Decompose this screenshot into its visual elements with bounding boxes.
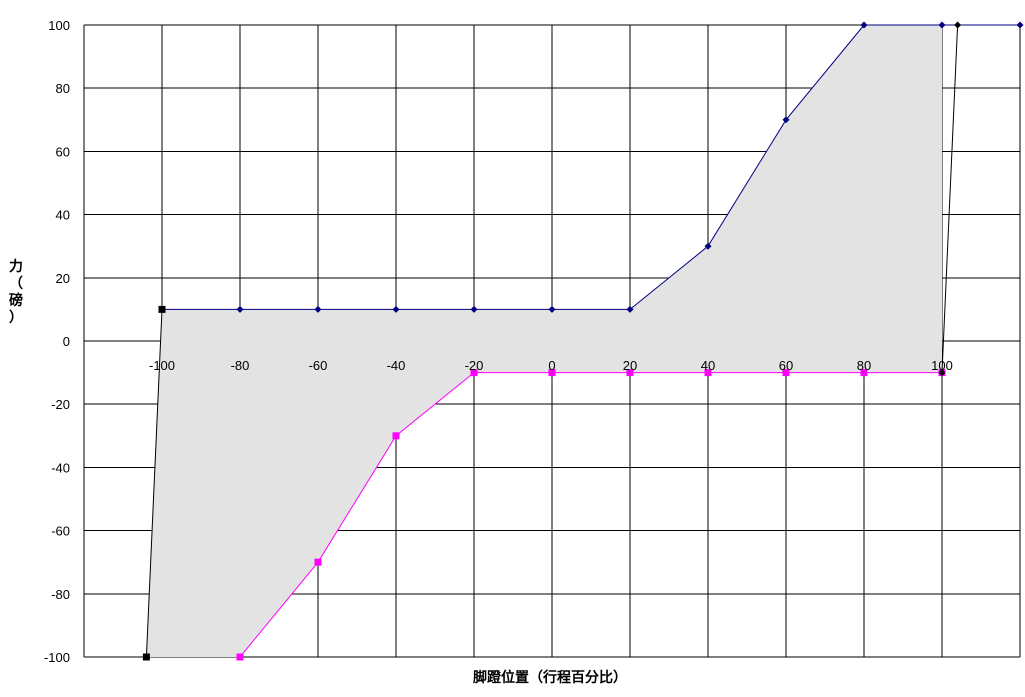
- x-tick-label: 0: [548, 358, 555, 373]
- series-1-point: [860, 21, 868, 29]
- x-tick-label: -40: [387, 358, 406, 373]
- shaded-region: [146, 25, 942, 657]
- series-2-point: [860, 369, 868, 377]
- series-1-point: [1016, 21, 1024, 29]
- series-1-point: [938, 21, 946, 29]
- series-2-point: [470, 369, 478, 377]
- series-2-point: [314, 558, 322, 566]
- series-1-point: [470, 305, 478, 313]
- series-1-point: [392, 305, 400, 313]
- series-2-point: [704, 369, 712, 377]
- x-tick-label: 20: [623, 358, 637, 373]
- series-2-point: [548, 369, 556, 377]
- y-tick-label: -100: [44, 650, 70, 665]
- series-1-point: [704, 242, 712, 250]
- series-4-line: [941, 24, 959, 373]
- series-1-line: [162, 24, 1020, 310]
- y-tick-label: -20: [51, 397, 70, 412]
- x-tick-label: -100: [149, 358, 175, 373]
- series-markers: [142, 21, 1024, 661]
- series-2-point: [392, 432, 400, 440]
- y-axis-title-char: 磅: [9, 292, 23, 309]
- y-axis-title-char: （: [9, 276, 23, 292]
- y-axis-title-char: ）: [9, 310, 23, 326]
- y-tick-label: 0: [63, 334, 70, 349]
- y-tick-label: 60: [56, 144, 70, 159]
- x-tick-label: -80: [231, 358, 250, 373]
- y-tick-label: 100: [48, 18, 70, 33]
- series-1-point: [626, 305, 634, 313]
- x-tick-label: 60: [779, 358, 793, 373]
- x-tick-labels: -100 -80 -60 -40 -20 0 20 40 60 80 100: [149, 358, 953, 373]
- series-4-point: [938, 369, 946, 377]
- y-axis-title: 力（磅）: [9, 258, 23, 326]
- series-4-point: [954, 21, 962, 29]
- y-tick-label: 20: [56, 271, 70, 286]
- y-tick-label: 80: [56, 81, 70, 96]
- series-1-point: [236, 305, 244, 313]
- shaded-area: [146, 25, 942, 657]
- x-tick-label: -20: [465, 358, 484, 373]
- y-axis-title-char: 力: [9, 258, 23, 275]
- series-1-point: [548, 305, 556, 313]
- y-tick-label: -80: [51, 587, 70, 602]
- series-3-point: [158, 305, 166, 313]
- series-3-line: [145, 309, 163, 658]
- series-1-point: [782, 116, 790, 124]
- series-2-point: [782, 369, 790, 377]
- x-axis-title: 脚蹬位置（行程百分比）: [473, 669, 627, 686]
- x-tick-label: 80: [857, 358, 871, 373]
- y-tick-label: -40: [51, 460, 70, 475]
- x-tick-label: -60: [309, 358, 328, 373]
- series-2-point: [626, 369, 634, 377]
- y-tick-label: -60: [51, 524, 70, 539]
- series-lines: [145, 24, 1020, 658]
- series-1-point: [314, 305, 322, 313]
- x-tick-label: 100: [931, 358, 953, 373]
- series-2-point: [236, 653, 244, 661]
- y-tick-labels: 100 80 60 40 20 0 -20 -40 -60 -80 -100: [44, 18, 70, 665]
- y-tick-label: 40: [56, 208, 70, 223]
- x-tick-label: 40: [701, 358, 715, 373]
- series-3-point: [142, 653, 150, 661]
- series-2-line: [239, 372, 942, 658]
